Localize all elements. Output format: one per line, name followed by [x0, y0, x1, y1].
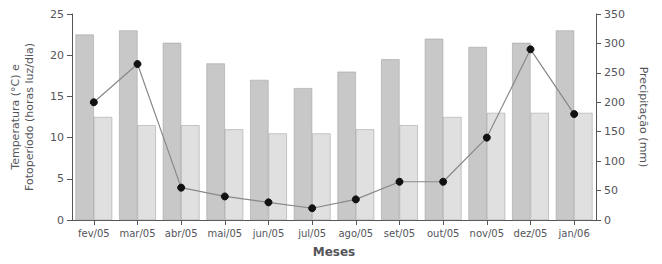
svg-text:350: 350: [604, 8, 625, 21]
svg-text:100: 100: [604, 155, 625, 168]
svg-text:0: 0: [604, 214, 611, 227]
svg-text:15: 15: [50, 90, 64, 103]
svg-text:5: 5: [57, 172, 64, 185]
svg-text:set/05: set/05: [384, 228, 415, 239]
svg-text:250: 250: [604, 66, 625, 79]
svg-text:Meses: Meses: [313, 245, 356, 259]
svg-text:mai/05: mai/05: [207, 228, 242, 239]
svg-text:out/05: out/05: [427, 228, 459, 239]
svg-text:200: 200: [604, 96, 625, 109]
svg-text:20: 20: [50, 49, 64, 62]
svg-text:300: 300: [604, 37, 625, 50]
svg-text:mar/05: mar/05: [119, 228, 155, 239]
svg-text:50: 50: [604, 184, 618, 197]
svg-text:dez/05: dez/05: [514, 228, 548, 239]
svg-text:jun/05: jun/05: [252, 228, 285, 239]
svg-text:ago/05: ago/05: [338, 228, 373, 239]
svg-text:25: 25: [50, 8, 64, 21]
svg-text:10: 10: [50, 131, 64, 144]
svg-text:0: 0: [57, 214, 64, 227]
svg-text:Fotoperíodo (horas luz/dia): Fotoperíodo (horas luz/dia): [23, 43, 36, 191]
svg-text:fev/05: fev/05: [78, 228, 110, 239]
svg-text:Temperatura (°C) e: Temperatura (°C) e: [9, 64, 22, 171]
svg-text:nov/05: nov/05: [470, 228, 504, 239]
svg-text:abr/05: abr/05: [165, 228, 198, 239]
svg-text:jul/05: jul/05: [297, 228, 326, 239]
svg-text:jan/06: jan/06: [557, 228, 589, 239]
svg-text:150: 150: [604, 125, 625, 138]
svg-text:Precipitação (mm): Precipitação (mm): [637, 67, 650, 168]
